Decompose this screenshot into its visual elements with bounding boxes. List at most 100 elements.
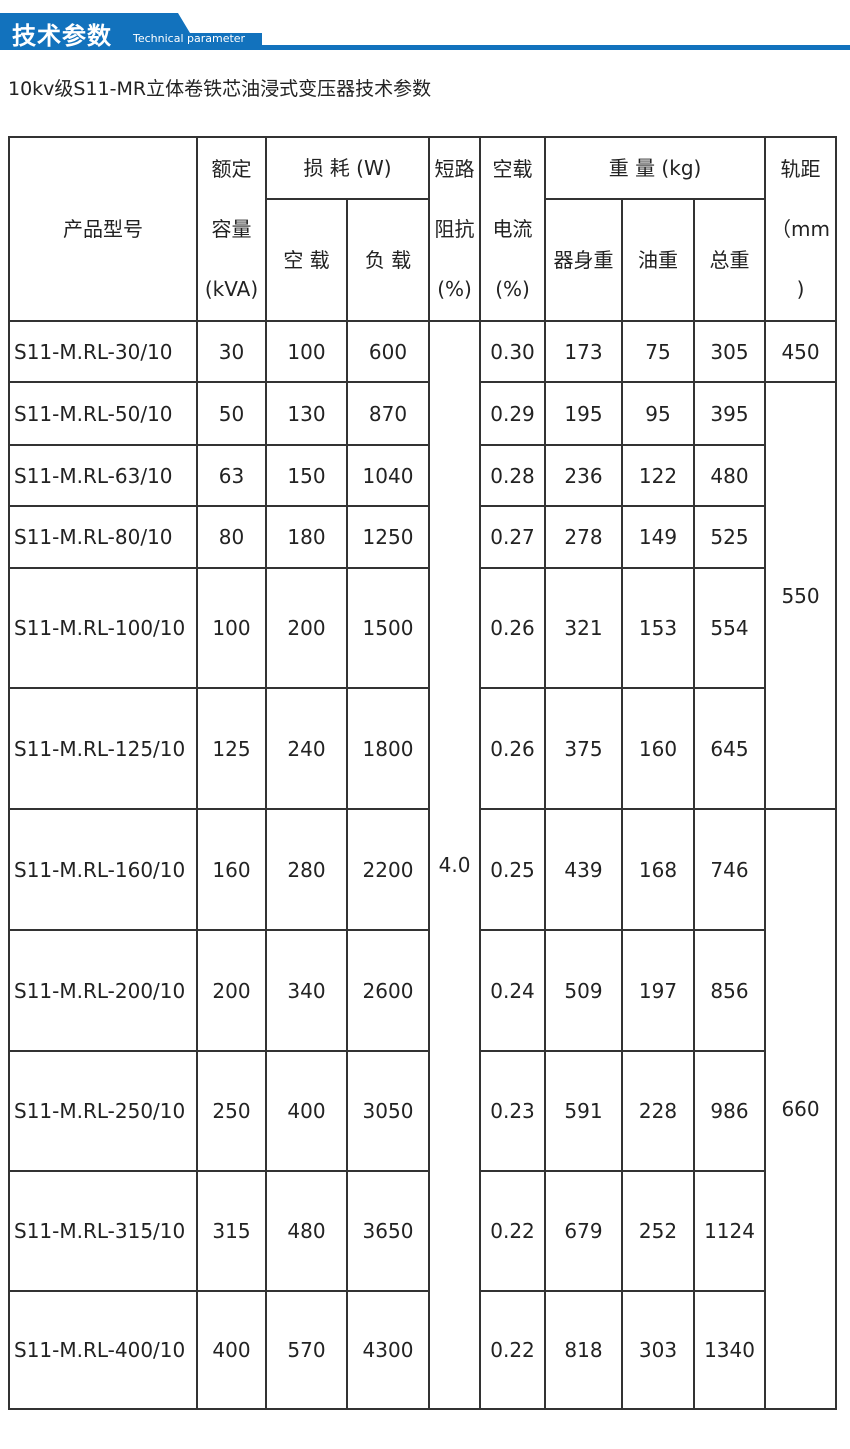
cell-model: S11-M.RL-160/10	[8, 808, 198, 931]
cell-capacity: 160	[196, 808, 267, 931]
cell-noload-loss: 100	[265, 320, 348, 383]
cell-body-weight: 195	[544, 381, 624, 446]
header-weight-body: 器身重	[544, 198, 624, 322]
cell-noload-current: 0.22	[479, 1290, 547, 1410]
header-loss-load: 负 载	[345, 198, 431, 322]
cell-noload-loss: 200	[265, 567, 348, 689]
cell-model: S11-M.RL-50/10	[8, 381, 198, 446]
cell-body-weight: 278	[544, 505, 624, 569]
cell-total-weight: 525	[693, 505, 767, 569]
cell-capacity: 30	[196, 320, 267, 383]
table-row: S11-M.RL-100/10 100 200 1500 0.26 321 153 554	[8, 567, 836, 689]
cell-noload-loss: 570	[265, 1290, 348, 1410]
cell-body-weight: 173	[544, 320, 624, 383]
cell-total-weight: 746	[693, 808, 767, 931]
cell-model: S11-M.RL-125/10	[8, 687, 198, 810]
header-impedance: 短路 阻抗 (%)	[428, 136, 482, 322]
cell-oil-weight: 95	[621, 381, 696, 446]
cell-total-weight: 1124	[693, 1170, 767, 1292]
header-gauge: 轨距 （mm)	[764, 136, 838, 322]
cell-total-weight: 480	[693, 444, 767, 507]
cell-noload-loss: 480	[265, 1170, 348, 1292]
table-row: S11-M.RL-200/10 200 340 2600 0.24 509 197 856	[8, 929, 836, 1052]
cell-body-weight: 591	[544, 1050, 624, 1172]
cell-noload-loss: 180	[265, 505, 348, 569]
table-row: S11-M.RL-80/10 80 180 1250 0.27 278 149 525	[8, 505, 836, 569]
table-row: S11-M.RL-63/10 63 150 1040 0.28 236 122 480	[8, 444, 836, 507]
cell-total-weight: 986	[693, 1050, 767, 1172]
cell-noload-current: 0.30	[479, 320, 547, 383]
cell-body-weight: 509	[544, 929, 624, 1052]
cell-noload-current: 0.29	[479, 381, 547, 446]
cell-noload-loss: 130	[265, 381, 348, 446]
cell-load-loss: 2600	[345, 929, 431, 1052]
cell-capacity: 400	[196, 1290, 267, 1410]
cell-oil-weight: 75	[621, 320, 696, 383]
cell-noload-current: 0.27	[479, 505, 547, 569]
cell-total-weight: 645	[693, 687, 767, 810]
table-row: S11-M.RL-250/10 250 400 3050 0.23 591 228 986	[8, 1050, 836, 1172]
cell-load-loss: 3050	[345, 1050, 431, 1172]
header-weight-total: 总重	[693, 198, 767, 322]
cell-capacity: 80	[196, 505, 267, 569]
cell-total-weight: 856	[693, 929, 767, 1052]
cell-noload-loss: 240	[265, 687, 348, 810]
cell-model: S11-M.RL-200/10	[8, 929, 198, 1052]
header-capacity: 额定 容量 (kVA)	[196, 136, 267, 322]
header-current: 空载 电流 (%)	[479, 136, 547, 322]
cell-body-weight: 679	[544, 1170, 624, 1292]
cell-gauge: 550	[764, 381, 838, 810]
cell-model: S11-M.RL-80/10	[8, 505, 198, 569]
cell-total-weight: 1340	[693, 1290, 767, 1410]
cell-capacity: 50	[196, 381, 267, 446]
cell-load-loss: 2200	[345, 808, 431, 931]
cell-capacity: 200	[196, 929, 267, 1052]
cell-total-weight: 395	[693, 381, 767, 446]
cell-capacity: 250	[196, 1050, 267, 1172]
cell-oil-weight: 168	[621, 808, 696, 931]
cell-noload-current: 0.25	[479, 808, 547, 931]
section-banner: 技术参数 Technical parameter	[0, 13, 850, 53]
table-row: S11-M.RL-160/10 160 280 2200 0.25 439 168 746 66…	[8, 808, 838, 1410]
cell-noload-loss: 280	[265, 808, 348, 931]
cell-total-weight: 554	[693, 567, 767, 689]
table-row: S11-M.RL-50/10 50 130 870 0.29 195 95 395 550	[8, 381, 838, 810]
header-loss-noload: 空 载	[265, 198, 348, 322]
cell-capacity: 315	[196, 1170, 267, 1292]
cell-oil-weight: 228	[621, 1050, 696, 1172]
table-title: 10kv级S11-MR立体卷铁芯油浸式变压器技术参数	[8, 78, 432, 100]
cell-capacity: 63	[196, 444, 267, 507]
cell-impedance: 4.0	[428, 320, 482, 1410]
banner-line	[0, 45, 850, 50]
banner-title: 技术参数	[12, 22, 112, 50]
cell-load-loss: 1250	[345, 505, 431, 569]
cell-oil-weight: 197	[621, 929, 696, 1052]
cell-body-weight: 375	[544, 687, 624, 810]
cell-body-weight: 321	[544, 567, 624, 689]
header-weight: 重 量 (kg)	[544, 136, 767, 200]
cell-capacity: 125	[196, 687, 267, 810]
cell-body-weight: 439	[544, 808, 624, 931]
table-row: S11-M.RL-125/10 125 240 1800 0.26 375 160 645	[8, 687, 836, 810]
cell-oil-weight: 303	[621, 1290, 696, 1410]
banner-subtitle: Technical parameter	[133, 32, 246, 45]
cell-model: S11-M.RL-400/10	[8, 1290, 198, 1410]
cell-model: S11-M.RL-100/10	[8, 567, 198, 689]
cell-body-weight: 236	[544, 444, 624, 507]
cell-load-loss: 1040	[345, 444, 431, 507]
cell-noload-loss: 400	[265, 1050, 348, 1172]
table-row: S11-M.RL-30/10 30 100 600 4.0 0.30 173 75 305 450	[8, 320, 838, 1410]
spec-table: 产品型号 额定 容量 (kVA) 损 耗 (W) 短路 阻抗 (%) 空载 电流 (%) 重…	[8, 136, 838, 1410]
table-row: S11-M.RL-400/10 400 570 4300 0.22 818 303 1340	[8, 1290, 836, 1410]
cell-gauge: 660	[764, 808, 838, 1410]
cell-noload-current: 0.22	[479, 1170, 547, 1292]
cell-load-loss: 1500	[345, 567, 431, 689]
cell-noload-loss: 150	[265, 444, 348, 507]
cell-oil-weight: 252	[621, 1170, 696, 1292]
header-model: 产品型号	[8, 136, 198, 322]
cell-model: S11-M.RL-30/10	[8, 320, 198, 383]
cell-model: S11-M.RL-315/10	[8, 1170, 198, 1292]
cell-oil-weight: 122	[621, 444, 696, 507]
table-row: S11-M.RL-315/10 315 480 3650 0.22 679 252 1124	[8, 1170, 836, 1292]
cell-noload-current: 0.26	[479, 567, 547, 689]
